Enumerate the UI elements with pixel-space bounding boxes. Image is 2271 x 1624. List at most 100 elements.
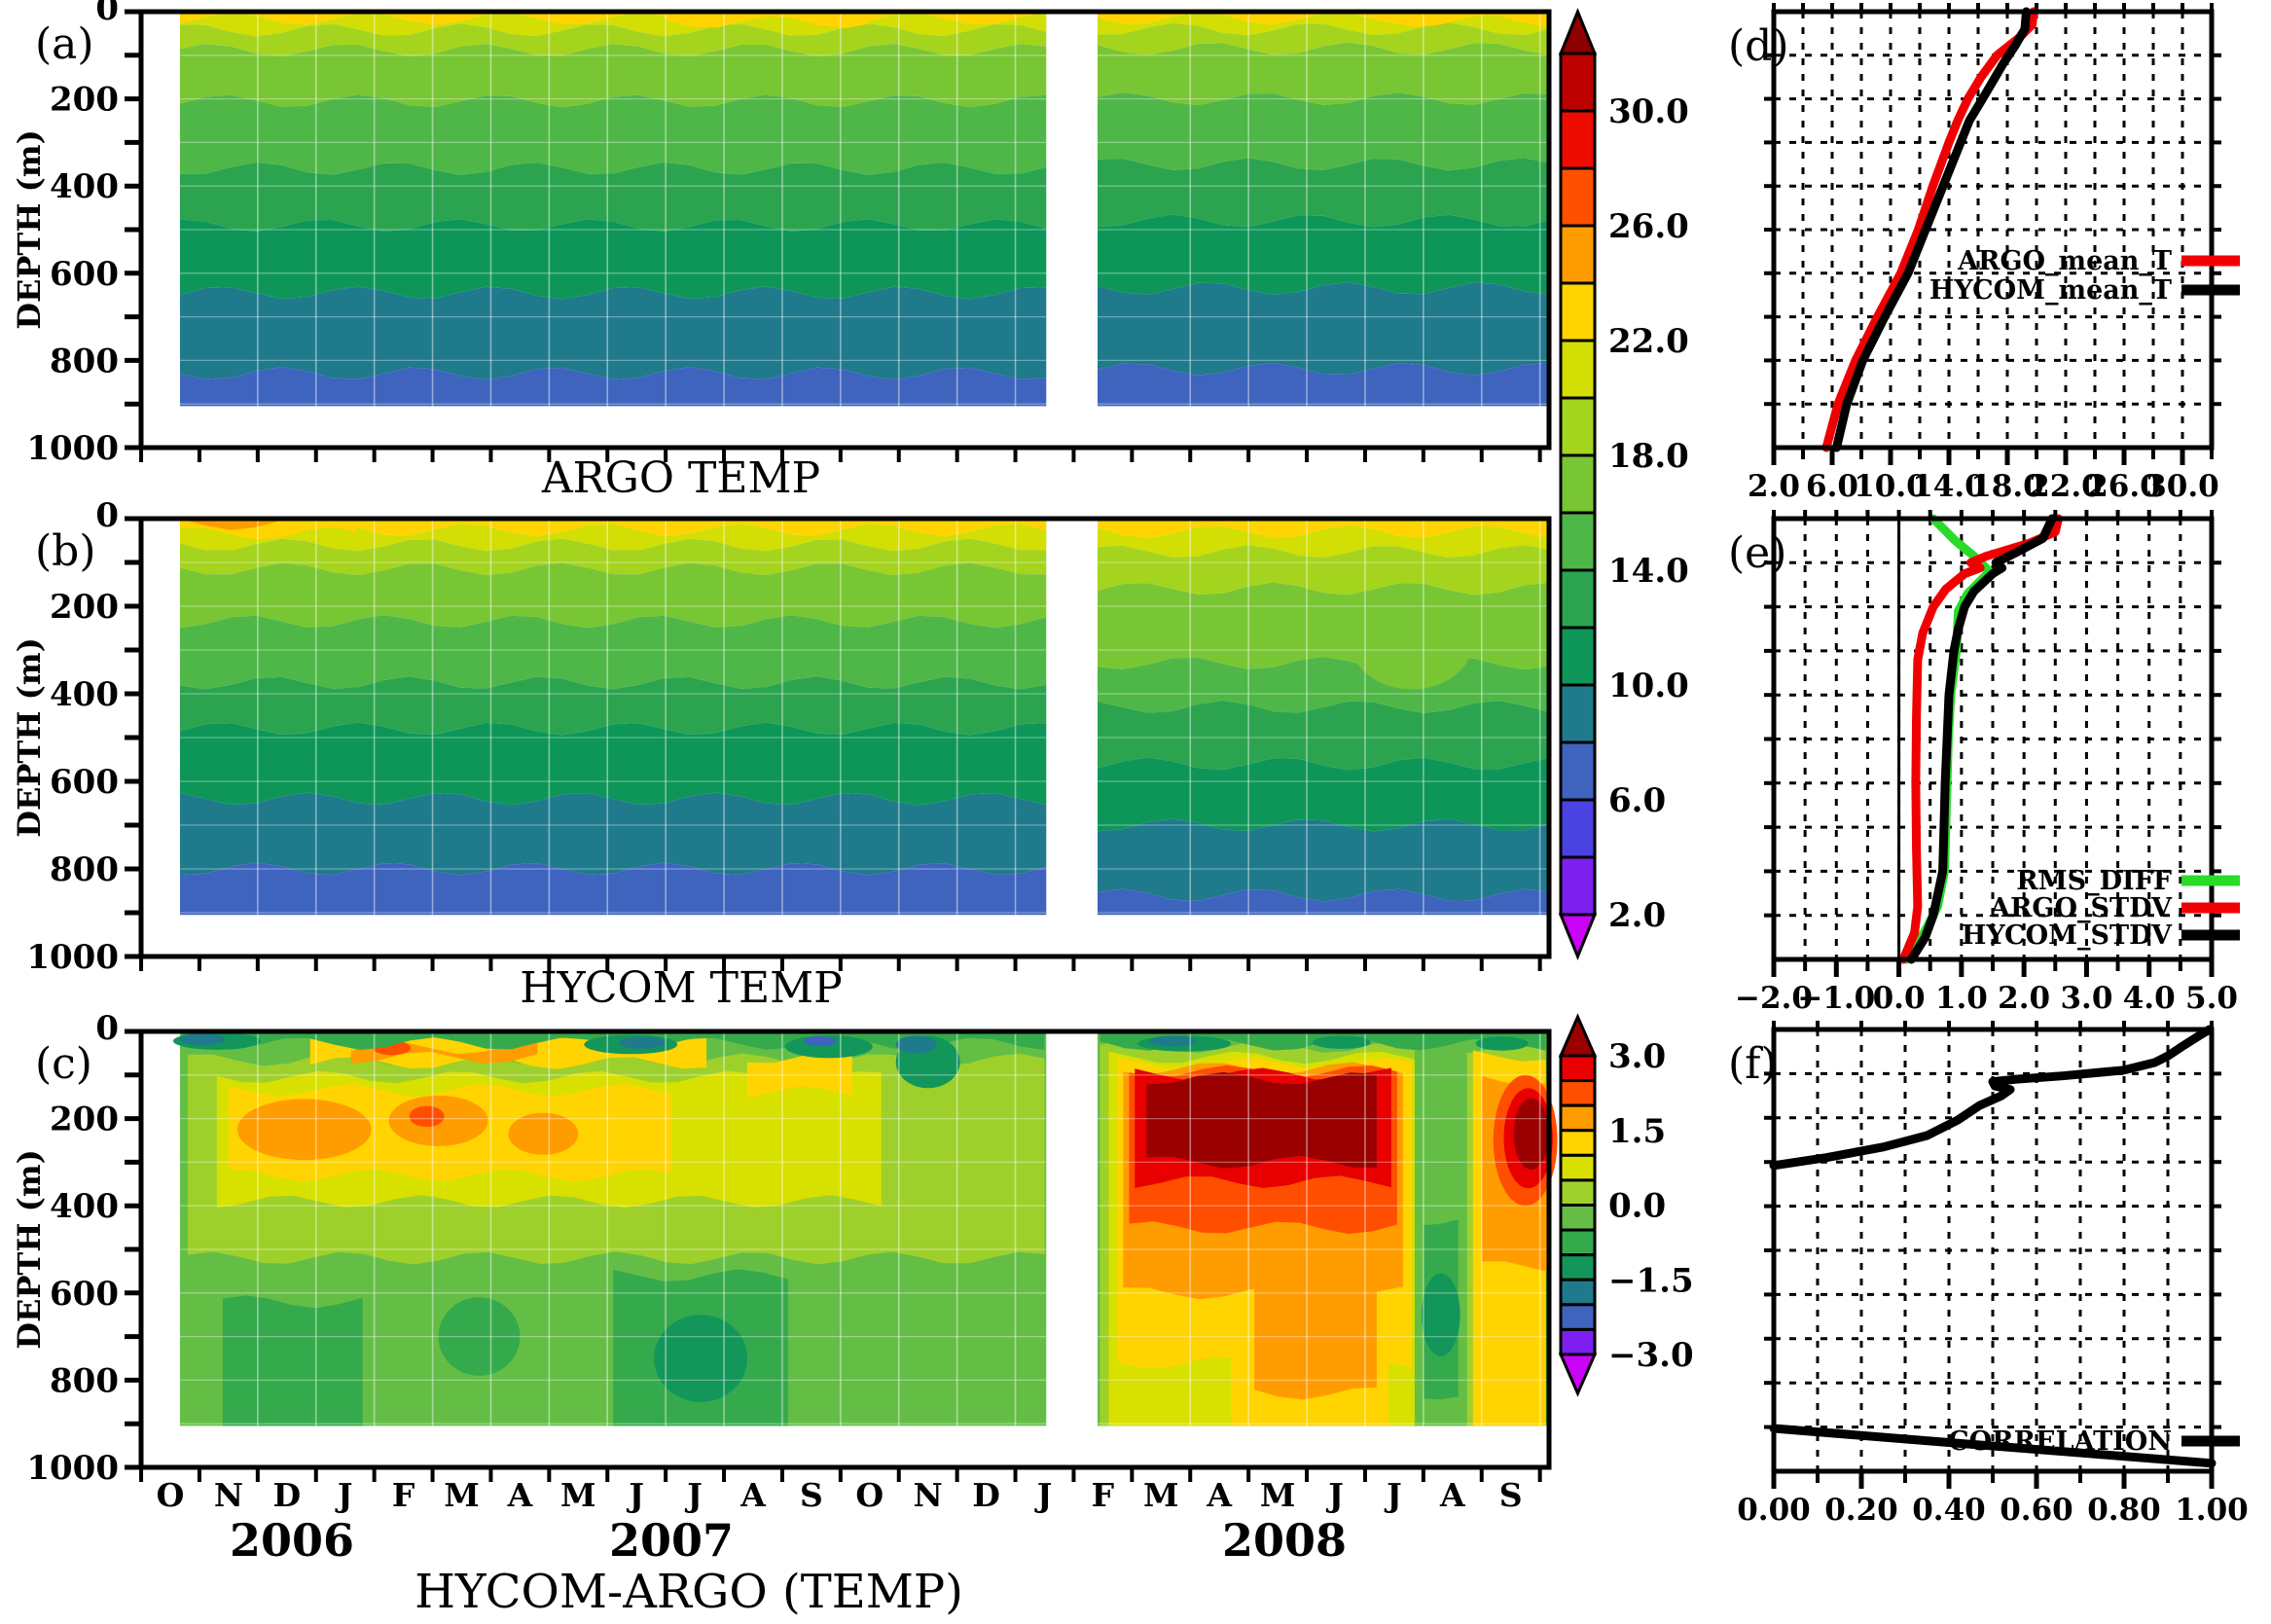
depth-tick-label: 1000: [26, 938, 119, 977]
ylabel-panel-b: DEPTH (m): [11, 637, 48, 838]
depth-tick-label: 600: [50, 763, 119, 802]
panel-b-band: [180, 538, 1047, 576]
month-label: A: [1206, 1476, 1232, 1514]
colorbar-diff-segment: [1559, 1253, 1597, 1281]
depth-tick-label: 200: [50, 588, 119, 627]
panel-a-band: [1098, 42, 1550, 105]
panel-e-xtick-label: 2.0: [1998, 981, 2050, 1016]
month-label: O: [157, 1476, 185, 1514]
panel-a-band: [180, 162, 1047, 232]
colorbar-temp-segment: [1559, 52, 1597, 113]
panel-letter-d: (d): [1728, 21, 1789, 71]
panel-a-band: [1098, 158, 1550, 228]
colorbar-diff-segment: [1559, 1204, 1597, 1232]
year-label-2006: 2006: [229, 1514, 355, 1567]
depth-tick-label: 200: [50, 1101, 119, 1139]
depth-tick-label: 800: [50, 1361, 119, 1400]
month-label: J: [1034, 1476, 1053, 1514]
month-label: M: [1260, 1476, 1296, 1514]
panel-a-band: [1098, 12, 1550, 36]
panel-d-xtick-label: 26.0: [2087, 469, 2161, 504]
panel-b-band: [180, 562, 1047, 629]
colorbar-diff-segment: [1559, 1178, 1597, 1207]
colorbar-diff-label: −3.0: [1608, 1336, 1694, 1375]
legend-label-argo_mean_t: ARGO_mean_T: [1957, 246, 2172, 276]
month-label: F: [1092, 1476, 1114, 1514]
legend-label-rms_diff: RMS_DIFF: [2016, 866, 2172, 896]
panel-c-patch: [1313, 1035, 1371, 1049]
series-hycom_mean_t: [1832, 7, 2031, 452]
depth-tick-label: 1000: [26, 429, 119, 468]
panel-b-band: [1098, 545, 1550, 595]
panel-a-patch: [1365, 12, 1546, 28]
panel-d-xtick-label: 6.0: [1806, 469, 1858, 504]
colorbar-diff-bottom-arrow: [1558, 1353, 1598, 1397]
colorbar-diff-label: 1.5: [1608, 1112, 1666, 1151]
panel-c-patch: [895, 1035, 937, 1054]
colorbar-temp-segment: [1559, 740, 1597, 802]
month-label: O: [855, 1476, 883, 1514]
panel-e-xtick-label: 4.0: [2123, 981, 2176, 1016]
legend-label-correlation: CORRELATION: [1948, 1426, 2172, 1457]
colorbar-temp-segment: [1559, 281, 1597, 343]
colorbar-temp-top-arrow: [1558, 8, 1598, 55]
month-label: J: [1325, 1476, 1344, 1514]
panel-b-band: [1098, 519, 1550, 538]
panel-c-patch: [654, 1315, 748, 1402]
series-correlation: [1769, 1424, 2217, 1468]
legend-label-argo_stdv: ARGO_STDV: [1989, 893, 2173, 923]
colorbar-diff-segment: [1559, 1327, 1597, 1356]
colorbar-temp-segment: [1559, 166, 1597, 228]
month-label: S: [800, 1476, 823, 1514]
panel-a-band: [1098, 363, 1550, 407]
month-label: N: [914, 1476, 943, 1514]
depth-tick-label: 800: [50, 850, 119, 889]
colorbar-temp-label: 30.0: [1608, 92, 1689, 131]
year-label-2008: 2008: [1221, 1514, 1348, 1567]
depth-tick-label: 400: [50, 167, 119, 206]
panel-b-band: [180, 792, 1047, 876]
panel-a-band: [180, 12, 1047, 37]
colorbar-temp-segment: [1559, 511, 1597, 572]
panel-b-title: HYCOM TEMP: [520, 963, 843, 1013]
panel-a-band: [1098, 282, 1550, 376]
month-label: M: [1143, 1476, 1179, 1514]
panel-d-xtick-label: 30.0: [2145, 469, 2219, 504]
panel-c-patch: [438, 1297, 521, 1376]
depth-tick-label: 800: [50, 342, 119, 380]
panel-letter-e: (e): [1728, 528, 1787, 578]
month-label: D: [972, 1476, 1000, 1514]
panel-c-patch: [747, 1051, 852, 1099]
panel-c-patch: [1149, 1035, 1197, 1047]
month-label: F: [392, 1476, 415, 1514]
panel-f-xtick-label: 0.20: [1824, 1493, 1898, 1528]
panel-f-xtick-label: 0.60: [2000, 1493, 2073, 1528]
panel-c-patch: [409, 1105, 445, 1128]
panel-letter-f: (f): [1728, 1039, 1778, 1089]
depth-tick-label: 1000: [26, 1449, 119, 1488]
ylabel-panel-c: DEPTH (m): [11, 1149, 48, 1350]
colorbar-temp-segment: [1559, 453, 1597, 515]
colorbar-temp-segment: [1559, 798, 1597, 859]
legend-label-hycom_mean_t: HYCOM_mean_T: [1929, 275, 2172, 306]
colorbar-temp-bottom-arrow: [1558, 913, 1598, 960]
panel-d-xtick-label: 14.0: [1912, 469, 1986, 504]
panel-letter-b: (b): [35, 526, 96, 576]
year-label-2007: 2007: [608, 1514, 735, 1567]
month-label: M: [444, 1476, 480, 1514]
panel-a-band: [180, 367, 1047, 407]
panel-b-band: [180, 615, 1047, 690]
panel-b-band: [1098, 757, 1550, 832]
panel-e-xtick-label: −2.0: [1735, 981, 1813, 1016]
depth-tick-label: 400: [50, 1187, 119, 1226]
legend-label-hycom_stdv: HYCOM_STDV: [1962, 920, 2173, 951]
panel-e-xtick-label: 0.0: [1873, 981, 1926, 1016]
panel-a-title: ARGO TEMP: [541, 453, 821, 503]
panel-c-patch: [1475, 1036, 1529, 1051]
colorbar-temp-segment: [1559, 396, 1597, 457]
colorbar-temp-label: 2.0: [1608, 896, 1666, 935]
month-label: J: [684, 1476, 703, 1514]
panel-a-band: [180, 94, 1047, 175]
panel-a-band: [180, 44, 1047, 108]
